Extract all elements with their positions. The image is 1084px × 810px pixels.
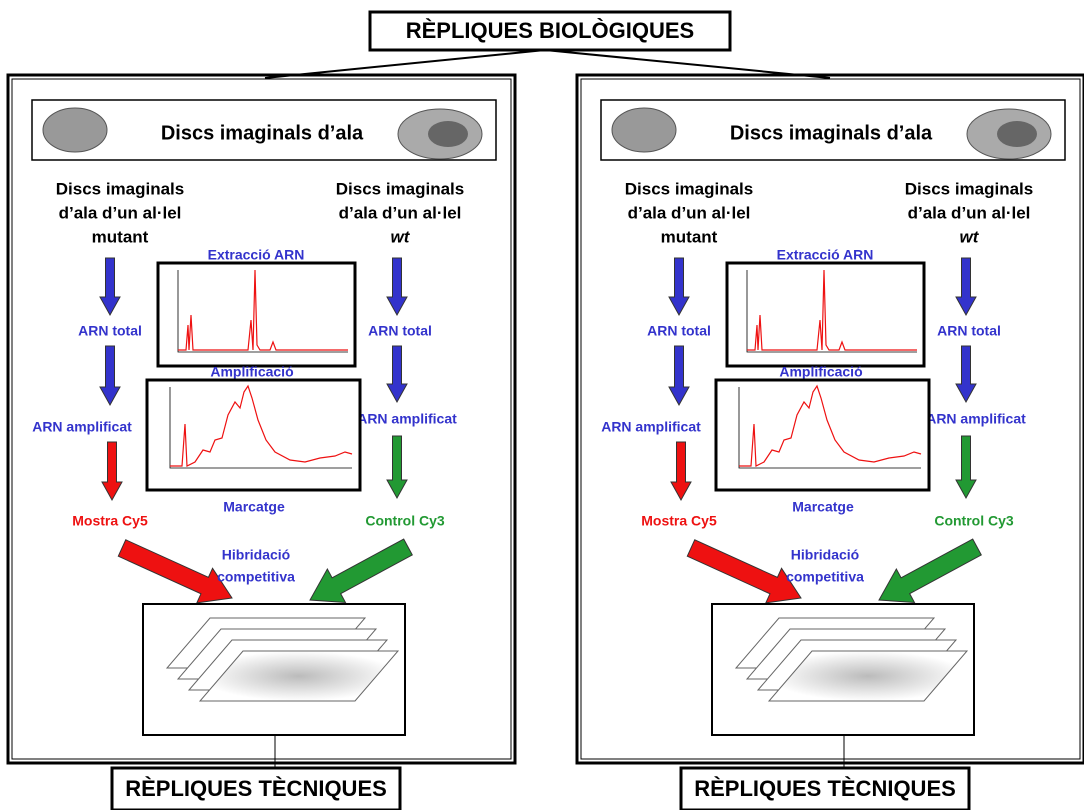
hybridization-label: competitiva bbox=[217, 569, 295, 585]
arrow bbox=[669, 346, 689, 405]
mutant-sample: Discs imaginals bbox=[625, 179, 754, 198]
left-step: ARN amplificat bbox=[601, 419, 701, 435]
amplification-label: Amplificació bbox=[210, 364, 293, 380]
arrow bbox=[387, 436, 407, 498]
disc-image bbox=[43, 108, 107, 152]
panel: Discs imaginals d’ala Discs imaginals Disc… bbox=[8, 75, 515, 810]
arrow bbox=[100, 258, 120, 315]
left-step: ARN total bbox=[647, 323, 711, 339]
hybridization-label: Hibridació bbox=[791, 547, 859, 563]
sample-label: Mostra Cy5 bbox=[72, 513, 148, 529]
labeling-label: Marcatge bbox=[792, 499, 854, 515]
labeling-label: Marcatge bbox=[223, 499, 285, 515]
right-step: ARN total bbox=[937, 323, 1001, 339]
arrow bbox=[956, 346, 976, 402]
amplification-label: Amplificació bbox=[779, 364, 862, 380]
panel: Discs imaginals d’ala Discs imaginals Disc… bbox=[577, 75, 1084, 810]
mutant-sample: Discs imaginals bbox=[56, 179, 185, 198]
left-step: ARN total bbox=[78, 323, 142, 339]
arrow bbox=[310, 539, 412, 602]
header-label: Discs imaginals d’ala bbox=[730, 122, 933, 144]
mutant-sample: d’ala d’un al·lel bbox=[628, 203, 751, 222]
chart-box bbox=[147, 380, 360, 490]
footer-label: RÈPLIQUES TÈCNIQUES bbox=[125, 776, 387, 801]
disc-image bbox=[428, 121, 468, 147]
right-step: ARN total bbox=[368, 323, 432, 339]
mutant-sample: mutant bbox=[661, 227, 718, 246]
right-step: ARN amplificat bbox=[926, 411, 1026, 427]
arrow bbox=[956, 258, 976, 315]
extraction-label: Extracció ARN bbox=[208, 247, 305, 263]
chart-box bbox=[716, 380, 929, 490]
control-label: Control Cy3 bbox=[365, 513, 445, 529]
arrow bbox=[387, 346, 407, 402]
wt-sample: wt bbox=[960, 227, 980, 246]
title: RÈPLIQUES BIOLÒGIQUES bbox=[406, 18, 694, 43]
arrow bbox=[100, 346, 120, 405]
hybridization-label: competitiva bbox=[786, 569, 864, 585]
diagram: RÈPLIQUES BIOLÒGIQUES Discs imaginals d’… bbox=[0, 0, 1084, 810]
control-label: Control Cy3 bbox=[934, 513, 1014, 529]
extraction-label: Extracció ARN bbox=[777, 247, 874, 263]
disc-image bbox=[997, 121, 1037, 147]
arrow bbox=[956, 436, 976, 498]
wt-sample: Discs imaginals bbox=[336, 179, 465, 198]
header-label: Discs imaginals d’ala bbox=[161, 122, 364, 144]
wt-sample: Discs imaginals bbox=[905, 179, 1034, 198]
arrow bbox=[118, 540, 232, 603]
arrow bbox=[879, 539, 981, 602]
wt-sample: wt bbox=[391, 227, 411, 246]
hybridization-label: Hibridació bbox=[222, 547, 290, 563]
right-step: ARN amplificat bbox=[357, 411, 457, 427]
arrow bbox=[669, 258, 689, 315]
wt-sample: d’ala d’un al·lel bbox=[339, 203, 462, 222]
mutant-sample: mutant bbox=[92, 227, 149, 246]
left-step: ARN amplificat bbox=[32, 419, 132, 435]
sample-label: Mostra Cy5 bbox=[641, 513, 717, 529]
wt-sample: d’ala d’un al·lel bbox=[908, 203, 1031, 222]
disc-image bbox=[612, 108, 676, 152]
arrow bbox=[102, 442, 122, 500]
arrow bbox=[687, 540, 801, 603]
footer-label: RÈPLIQUES TÈCNIQUES bbox=[694, 776, 956, 801]
mutant-sample: d’ala d’un al·lel bbox=[59, 203, 182, 222]
arrow bbox=[671, 442, 691, 500]
arrow bbox=[387, 258, 407, 315]
